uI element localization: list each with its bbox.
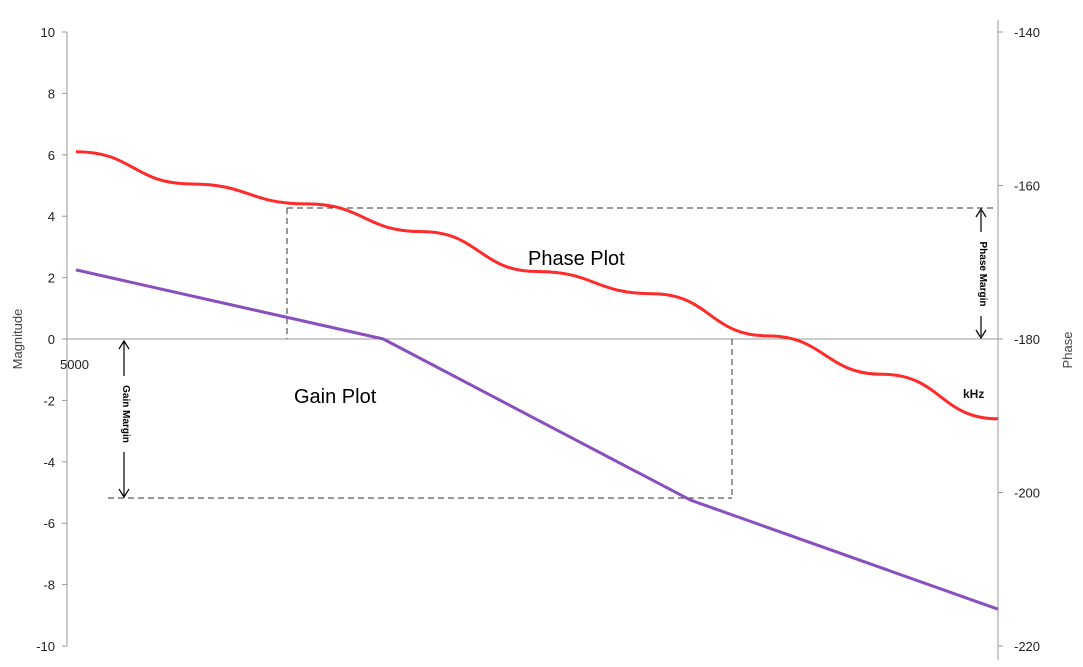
left-axis-title: Magnitude	[10, 309, 25, 370]
left-tick-label: 2	[48, 271, 55, 286]
left-tick-label: -2	[43, 393, 55, 408]
right-tick-label: -180	[1014, 332, 1040, 347]
phase-plot-label: Phase Plot	[528, 248, 625, 270]
right-tick-label: -200	[1014, 486, 1040, 501]
right-axis-ticks: -140 -160 -180 -200 -220	[998, 25, 1040, 654]
phase-plot-line	[75, 150, 999, 421]
left-axis-ticks: 10 8 6 4 2 0 -2 -4 -6 -8 -10	[36, 25, 67, 654]
x-unit-label: kHz	[963, 387, 984, 401]
left-tick-label: 6	[48, 148, 55, 163]
gain-plot-label: Gain Plot	[294, 386, 377, 408]
gain-plot-line	[75, 268, 999, 611]
right-tick-label: -140	[1014, 25, 1040, 40]
phase-margin-label: Phase Margin	[977, 241, 988, 306]
left-tick-label: 4	[48, 209, 55, 224]
left-tick-label: 0	[48, 332, 55, 347]
right-tick-label: -220	[1014, 639, 1040, 654]
left-tick-label: -6	[43, 516, 55, 531]
x-start-label: 5000	[60, 357, 89, 372]
right-axis-title: Phase	[1060, 332, 1075, 369]
right-tick-label: -160	[1014, 179, 1040, 194]
left-tick-label: -10	[36, 639, 55, 654]
left-tick-label: -4	[43, 455, 55, 470]
left-tick-label: -8	[43, 578, 55, 593]
left-tick-label: 8	[48, 86, 55, 101]
left-tick-label: 10	[41, 25, 55, 40]
gain-margin-label: Gain Margin	[120, 385, 131, 443]
